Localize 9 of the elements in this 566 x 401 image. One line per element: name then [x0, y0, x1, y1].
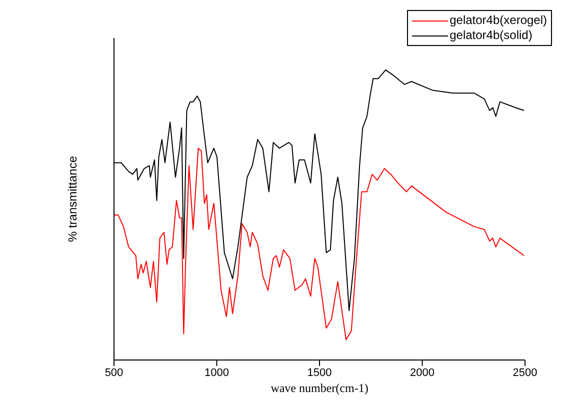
x-tick-label: 500 — [104, 366, 124, 379]
legend-label: gelator4b(xerogel) — [450, 13, 547, 28]
legend-label: gelator4b(solid) — [450, 28, 532, 43]
y-axis-title: % transmittance — [65, 156, 80, 242]
x-tick-label: 1500 — [307, 366, 332, 379]
x-axis-title: wave number(cm-1) — [270, 381, 368, 395]
x-tick-label: 1000 — [204, 366, 229, 379]
x-tick-label: 2500 — [512, 366, 538, 379]
x-tick-label: 2000 — [410, 366, 434, 379]
